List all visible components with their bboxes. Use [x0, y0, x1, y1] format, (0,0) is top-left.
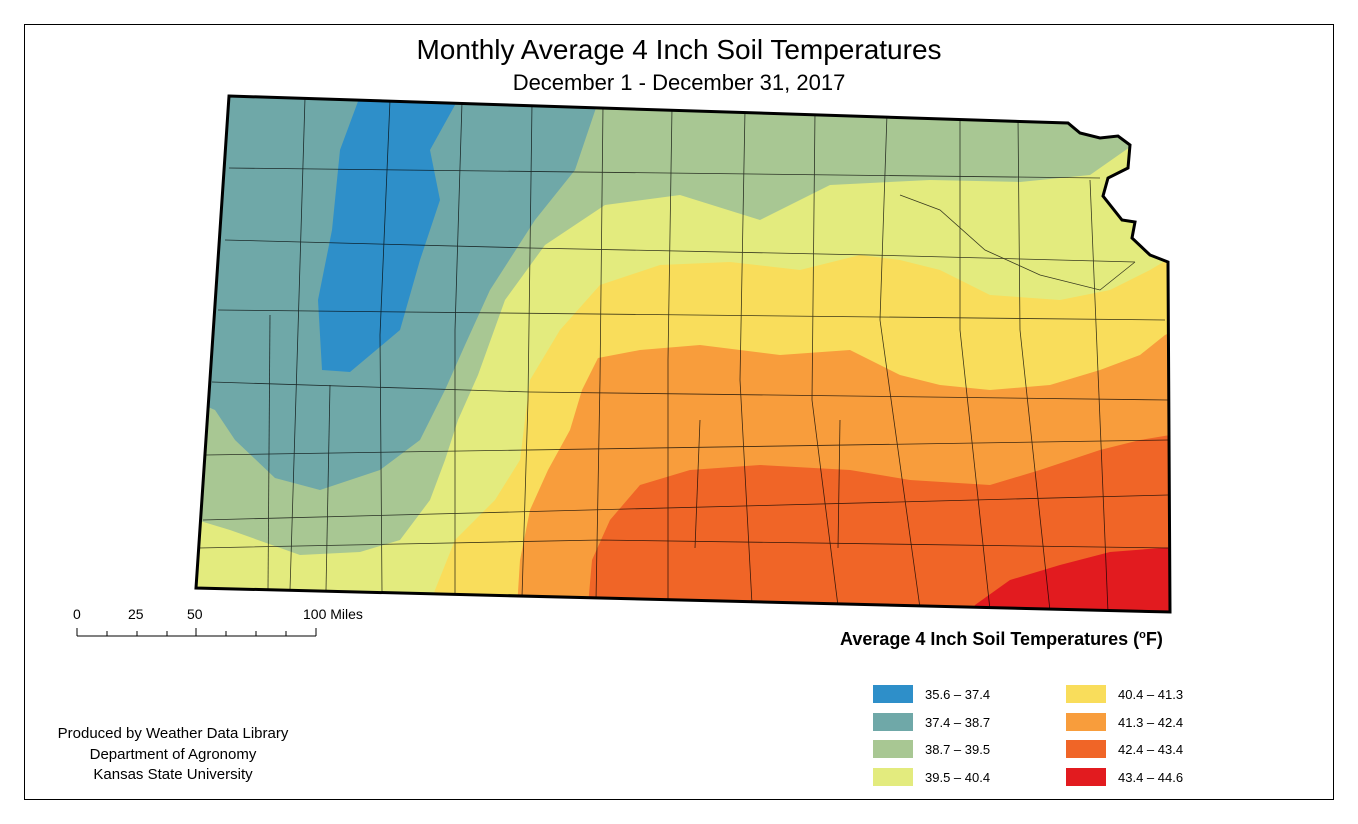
- scale-label-25: 25: [128, 606, 144, 622]
- legend-item: 40.4 – 41.3: [1066, 684, 1183, 704]
- credits-line-1: Produced by Weather Data Library: [57, 725, 289, 742]
- credits: Produced by Weather Data Library Departm…: [28, 724, 318, 786]
- legend-item: 37.4 – 38.7: [873, 712, 990, 732]
- legend-swatch: [1066, 740, 1106, 758]
- legend-item: 39.5 – 40.4: [873, 767, 990, 787]
- map-title: Monthly Average 4 Inch Soil Temperatures: [416, 34, 942, 65]
- legend-item: 38.7 – 39.5: [873, 739, 990, 759]
- legend-item: 41.3 – 42.4: [1066, 712, 1183, 732]
- legend-item: 43.4 – 44.6: [1066, 767, 1183, 787]
- zone-43-4-44-6: [960, 545, 1170, 612]
- legend-swatch: [873, 713, 913, 731]
- map-subtitle: December 1 - December 31, 2017: [512, 70, 846, 95]
- map-frame: [24, 24, 1334, 800]
- credits-line-2: Department of Agronomy: [89, 745, 257, 763]
- temperature-zones: [196, 96, 1170, 612]
- legend-item: 35.6 – 37.4: [873, 684, 990, 704]
- county-boundaries: [198, 97, 1169, 612]
- legend-swatch: [873, 768, 913, 786]
- legend-swatch: [873, 685, 913, 703]
- legend-swatch: [1066, 685, 1106, 703]
- scale-label-0: 0: [73, 606, 81, 622]
- legend-swatch: [873, 740, 913, 758]
- kansas-state-outline: [194, 94, 1172, 614]
- legend-swatch: [1066, 713, 1106, 731]
- legend-title: Average 4 Inch Soil Temperatures (oF): [840, 629, 1163, 649]
- legend-swatch: [1066, 768, 1106, 786]
- credits-line-3: Kansas State University: [93, 766, 253, 783]
- scale-bar: [76, 628, 317, 637]
- scale-label-100-miles: 100 Miles: [303, 606, 363, 622]
- zone-35-6-37-4: [318, 96, 460, 372]
- scale-label-50: 50: [187, 606, 203, 622]
- legend-item: 42.4 – 43.4: [1066, 739, 1183, 759]
